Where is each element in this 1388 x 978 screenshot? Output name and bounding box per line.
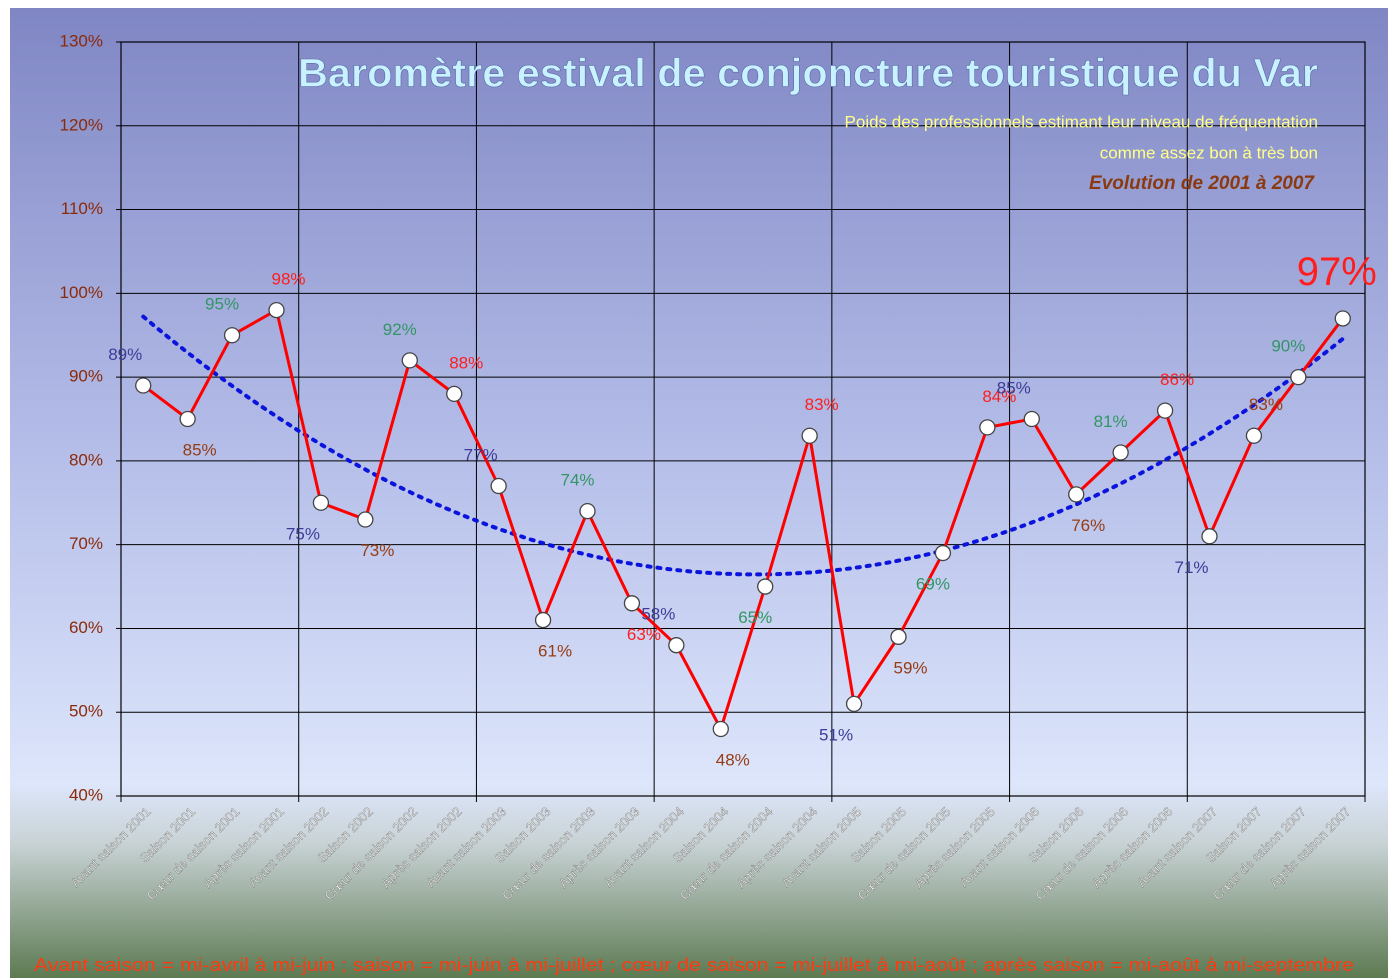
y-tick-label: 40%	[69, 785, 103, 804]
y-tick-label: 100%	[60, 283, 103, 302]
data-label: 89%	[108, 345, 142, 364]
point	[1245, 427, 1263, 444]
point	[179, 410, 196, 428]
y-tick-label: 80%	[69, 450, 103, 469]
data-label: 85%	[183, 440, 217, 459]
point	[668, 637, 685, 654]
background	[10, 8, 1388, 978]
point	[1068, 486, 1085, 503]
point	[446, 385, 463, 403]
point	[490, 477, 507, 495]
y-tick-label: 90%	[69, 367, 103, 386]
point	[801, 427, 818, 444]
point	[579, 503, 596, 520]
point	[534, 611, 552, 629]
data-label: 58%	[641, 605, 675, 624]
point	[890, 628, 907, 645]
point	[979, 419, 996, 436]
point	[845, 695, 863, 712]
data-label: 97%	[1297, 250, 1377, 294]
data-label: 73%	[360, 541, 394, 560]
data-label: 74%	[560, 471, 594, 490]
point	[1023, 410, 1040, 428]
data-label: 92%	[383, 320, 417, 339]
subtitle: Poids des professionnels estimant leur n…	[845, 112, 1318, 131]
chart-title: Baromètre estival de conjoncture tourist…	[298, 52, 1318, 96]
data-label: 85%	[997, 378, 1031, 397]
data-label: 75%	[286, 524, 320, 543]
y-tick-label: 70%	[69, 534, 103, 553]
point	[401, 352, 418, 369]
point	[1290, 368, 1307, 386]
point	[712, 720, 729, 738]
trendline	[141, 314, 1345, 577]
point	[1201, 528, 1218, 545]
data-label: 86%	[1160, 370, 1194, 389]
series-line	[142, 307, 1344, 733]
y-tick-label: 50%	[69, 702, 103, 721]
data-label: 98%	[271, 270, 305, 289]
data-label: 95%	[205, 295, 239, 314]
data-label: 90%	[1271, 337, 1305, 356]
data-label: 83%	[1249, 395, 1283, 414]
y-tick-label: 120%	[60, 115, 103, 134]
data-label: 76%	[1071, 516, 1105, 535]
y-tick-label: 130%	[60, 31, 103, 50]
data-label: 77%	[464, 446, 498, 465]
data-label: 48%	[716, 750, 750, 769]
point	[1156, 402, 1174, 419]
subtitle: comme assez bon à très bon	[1100, 143, 1318, 162]
point	[934, 544, 952, 562]
data-label: 83%	[805, 395, 839, 414]
point	[223, 327, 241, 344]
data-label: 61%	[538, 642, 572, 661]
data-label: 65%	[738, 608, 772, 627]
data-label: 51%	[819, 725, 853, 744]
data-label: 71%	[1174, 558, 1208, 577]
point	[357, 511, 374, 528]
data-label: 84%	[982, 387, 1016, 406]
point	[623, 595, 641, 612]
point	[757, 578, 774, 595]
y-tick-label: 60%	[69, 618, 103, 637]
data-label: 88%	[449, 353, 483, 372]
point	[268, 301, 285, 319]
footnote: Avant saison = mi-avril à mi-juin ; sais…	[34, 955, 1354, 975]
data-label: 69%	[916, 575, 950, 594]
point	[1334, 310, 1351, 327]
data-label: 81%	[1094, 412, 1128, 431]
point	[312, 494, 330, 511]
y-tick-label: 110%	[61, 199, 103, 218]
point	[135, 377, 152, 394]
data-label: 59%	[893, 658, 927, 677]
data-label: 63%	[627, 625, 661, 644]
point	[1112, 444, 1129, 461]
period: Evolution de 2001 à 2007	[1089, 173, 1315, 194]
